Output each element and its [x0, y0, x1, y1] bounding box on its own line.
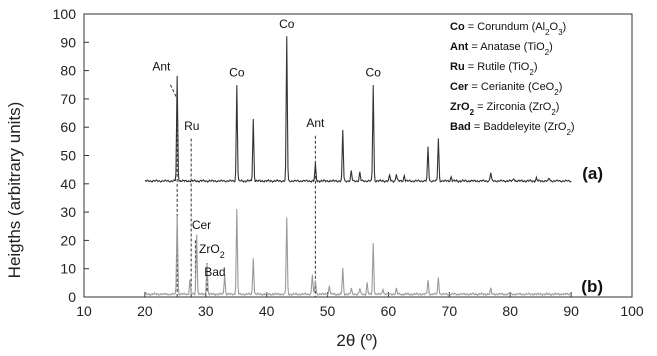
peak-point: [490, 172, 491, 173]
peak-point: [177, 76, 178, 77]
dashed-guides: [170, 84, 316, 297]
peak-point: [549, 178, 550, 179]
peak-point: [404, 175, 405, 176]
peak-point: [373, 243, 374, 244]
peak-point: [315, 163, 316, 164]
peak-annotation: Ant: [306, 116, 325, 130]
peak-point: [189, 279, 190, 280]
legend-entry: Cer = Cerianite (CeO2): [450, 81, 562, 97]
peak-point: [373, 84, 374, 85]
y-tick-label: 30: [60, 204, 76, 220]
panel-label: (a): [582, 164, 603, 183]
y-tick-label: 90: [60, 34, 76, 50]
peak-point: [196, 234, 197, 235]
peak-point: [315, 279, 316, 280]
y-axis-label: Heigths (arbitrary units): [5, 102, 24, 279]
peak-point: [253, 118, 254, 119]
peak-point: [342, 129, 343, 130]
peak-point: [367, 282, 368, 283]
x-tick-label: 40: [259, 303, 275, 319]
y-tick-label: 60: [60, 119, 76, 135]
traces: (a) (b): [144, 36, 603, 297]
x-tick-label: 10: [76, 303, 92, 319]
peak-point: [451, 176, 452, 177]
legend-entry: Bad = Baddeleyite (ZrO2): [450, 121, 575, 137]
peak-point: [427, 279, 428, 280]
peak-annotation: Ant: [152, 60, 171, 74]
x-axis-label: 2θ (º): [336, 331, 377, 350]
legend-entry: Co = Corundum (Al2O3): [450, 21, 566, 37]
plot-frame: [83, 13, 633, 298]
pattern-trace: [144, 208, 572, 297]
peak-point: [490, 288, 491, 289]
y-tick-label: 80: [60, 63, 76, 79]
peak-point: [253, 257, 254, 258]
legend-entry: Ant = Anatase (TiO2): [450, 41, 553, 57]
peak-labels: Co Co Co Ant Ru Ant Cer ZrO2 Bad: [152, 17, 381, 279]
x-tick-label: 90: [563, 303, 579, 319]
y-tick-label: 70: [60, 91, 76, 107]
peak-point: [312, 274, 313, 275]
peak-point: [351, 288, 352, 289]
y-tick-label: 40: [60, 176, 76, 192]
panel-label: (b): [581, 277, 603, 296]
y-tick-label: 0: [68, 289, 76, 305]
x-tick-label: 50: [320, 303, 336, 319]
peak-point: [342, 268, 343, 269]
peak-point: [513, 178, 514, 179]
peak-point: [382, 288, 383, 289]
peak-annotation: Co: [279, 17, 295, 31]
x-tick-label: 100: [620, 303, 644, 319]
x-tick-label: 20: [137, 303, 153, 319]
peak-annotation: Cer: [192, 218, 211, 232]
peak-point: [329, 285, 330, 286]
peak-annotation: ZrO2: [199, 242, 225, 260]
y-tick-label: 10: [60, 261, 76, 277]
peak-point: [438, 277, 439, 278]
x-tick-label: 30: [198, 303, 214, 319]
peak-point: [359, 172, 360, 173]
peak-point: [206, 262, 207, 263]
legend: Co = Corundum (Al2O3) Ant = Anatase (TiO2…: [450, 21, 575, 137]
peak-annotation: Co: [366, 65, 382, 79]
peak-point: [438, 138, 439, 139]
peak-point: [396, 288, 397, 289]
peak-point: [286, 36, 287, 37]
peak-point: [359, 288, 360, 289]
y-tick-label: 20: [60, 232, 76, 248]
x-tick-label: 80: [502, 303, 518, 319]
x-tick-label: 70: [442, 303, 458, 319]
peak-point: [389, 175, 390, 176]
y-tick-label: 100: [53, 6, 77, 22]
peak-annotation: Bad: [204, 265, 225, 279]
peak-point: [427, 146, 428, 147]
y-tick-label: 50: [60, 148, 76, 164]
peak-point: [396, 173, 397, 174]
peak-point: [351, 170, 352, 171]
peak-annotation: Co: [229, 65, 245, 79]
x-tick-label: 60: [381, 303, 397, 319]
dashed-guide-line: [170, 84, 178, 100]
peak-point: [286, 217, 287, 218]
legend-entry: ZrO2 = Zirconia (ZrO2): [450, 101, 559, 117]
peak-point: [236, 209, 237, 210]
peak-point: [177, 214, 178, 215]
peak-point: [236, 84, 237, 85]
peak-annotation: Ru: [184, 119, 199, 133]
pattern-trace: [144, 36, 572, 184]
legend-entry: Ru = Rutile (TiO2): [450, 61, 538, 77]
peak-point: [536, 178, 537, 179]
